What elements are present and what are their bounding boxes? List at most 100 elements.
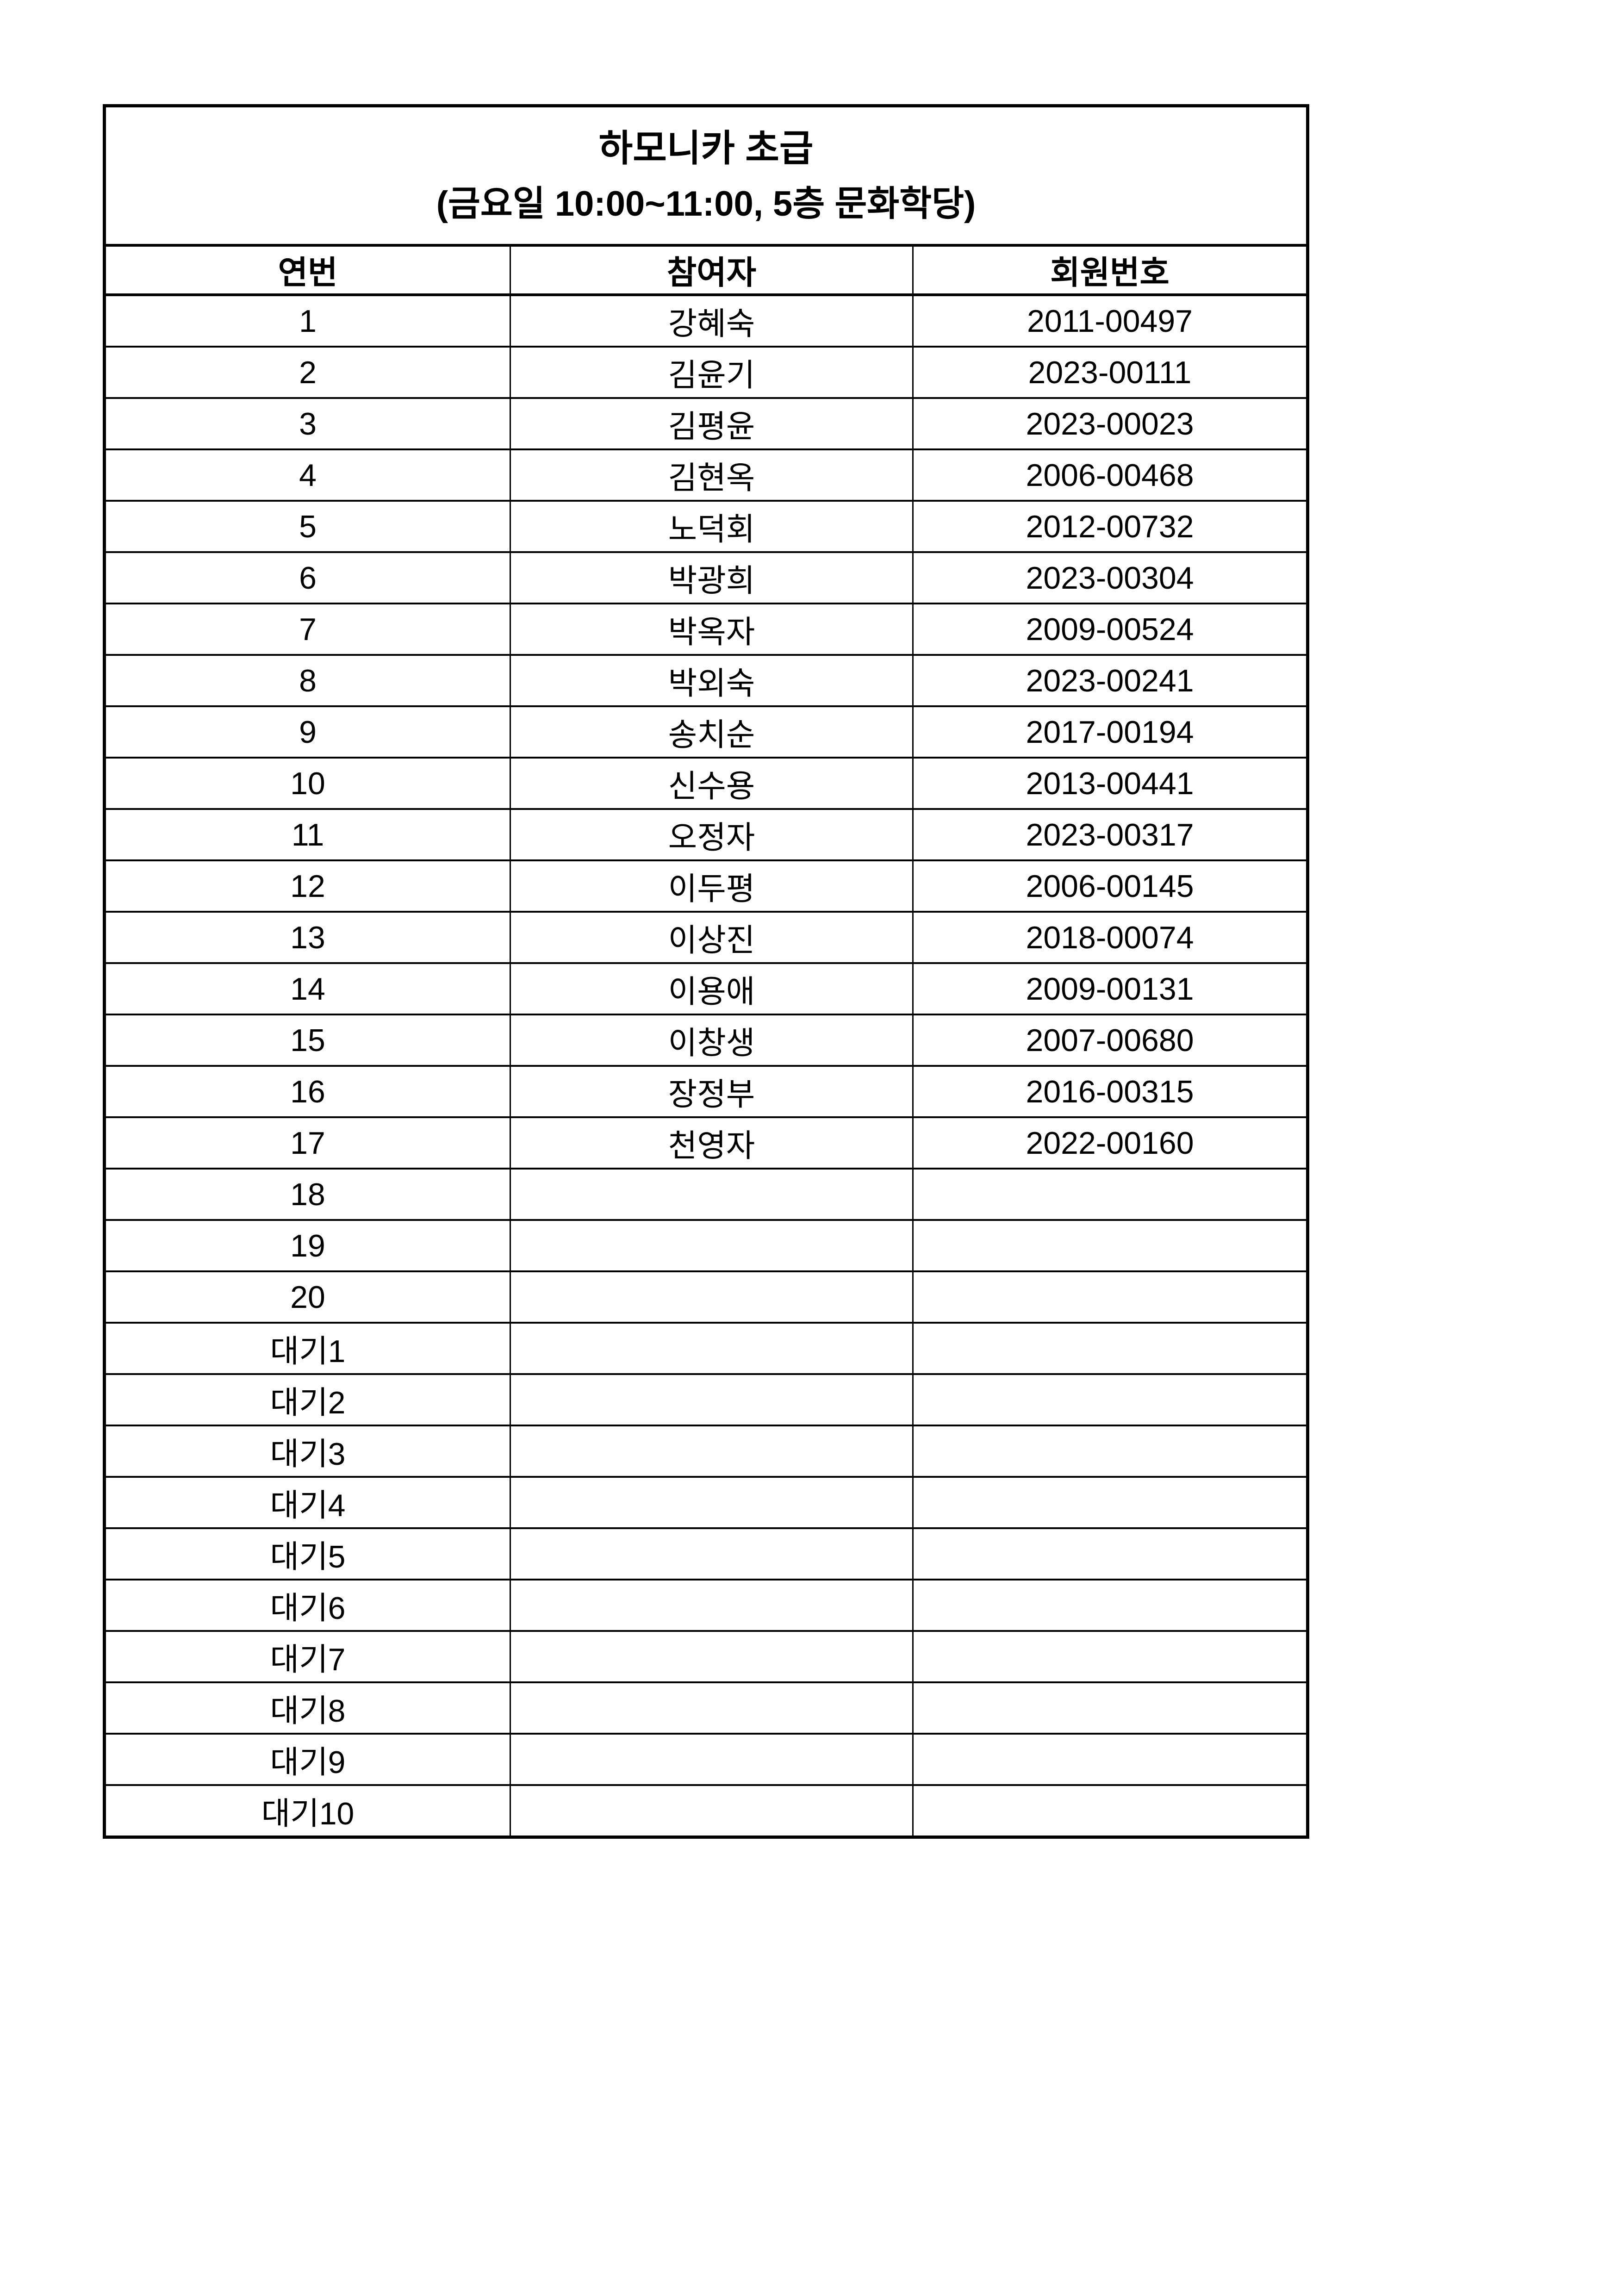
cell-participant: 이두평 xyxy=(510,859,914,913)
table-row: 15 이창생 2007-00680 xyxy=(104,1014,1309,1067)
cell-member-id: 2007-00680 xyxy=(912,1014,1309,1067)
table-row: 대기8 xyxy=(104,1681,1309,1735)
header-row: 연번 참여자 회원번호 xyxy=(104,244,1309,296)
cell-member-id xyxy=(912,1373,1309,1426)
cell-participant: 이창생 xyxy=(510,1014,914,1067)
cell-participant xyxy=(510,1630,914,1683)
cell-seq: 17 xyxy=(104,1116,511,1170)
cell-member-id xyxy=(912,1527,1309,1580)
cell-seq: 14 xyxy=(104,962,511,1015)
cell-member-id: 2009-00524 xyxy=(912,603,1309,656)
cell-participant xyxy=(510,1168,914,1221)
table-row: 3 김평윤 2023-00023 xyxy=(104,397,1309,450)
table-row: 7 박옥자 2009-00524 xyxy=(104,603,1309,656)
title-cell: 하모니카 초급 (금요일 10:00~11:00, 5층 문화학당) xyxy=(103,105,1309,247)
table-row: 2 김윤기 2023-00111 xyxy=(104,346,1309,399)
table-row: 대기7 xyxy=(104,1630,1309,1683)
cell-seq: 대기10 xyxy=(104,1784,511,1838)
cell-member-id: 2023-00023 xyxy=(912,397,1309,450)
cell-member-id xyxy=(912,1270,1309,1324)
cell-member-id: 2009-00131 xyxy=(912,962,1309,1015)
table-row: 14 이용애 2009-00131 xyxy=(104,962,1309,1015)
cell-member-id: 2023-00241 xyxy=(912,654,1309,707)
cell-participant: 장정부 xyxy=(510,1065,914,1118)
cell-participant xyxy=(510,1476,914,1529)
table-row: 10 신수용 2013-00441 xyxy=(104,757,1309,810)
table-row: 대기5 xyxy=(104,1527,1309,1580)
column-header-no: 연번 xyxy=(104,244,511,296)
cell-member-id: 2013-00441 xyxy=(912,757,1309,810)
cell-seq: 11 xyxy=(104,808,511,861)
table-row: 17 천영자 2022-00160 xyxy=(104,1116,1309,1170)
cell-seq: 18 xyxy=(104,1168,511,1221)
cell-participant xyxy=(510,1579,914,1632)
cell-participant: 신수용 xyxy=(510,757,914,810)
table-row: 13 이상진 2018-00074 xyxy=(104,911,1309,964)
cell-member-id xyxy=(912,1219,1309,1272)
cell-participant: 김평윤 xyxy=(510,397,914,450)
cell-seq: 16 xyxy=(104,1065,511,1118)
cell-participant: 김윤기 xyxy=(510,346,914,399)
cell-seq: 1 xyxy=(104,294,511,348)
table-body: 1 강혜숙 2011-00497 2 김윤기 2023-00111 3 김평윤 2023-000… xyxy=(104,294,1309,1838)
cell-member-id xyxy=(912,1784,1309,1838)
cell-participant: 김현옥 xyxy=(510,448,914,502)
column-header-participant: 참여자 xyxy=(510,244,914,296)
cell-seq: 7 xyxy=(104,603,511,656)
table-row: 대기3 xyxy=(104,1425,1309,1478)
table-row: 대기1 xyxy=(104,1322,1309,1375)
page-title: 하모니카 초급 xyxy=(598,127,814,169)
cell-member-id: 2006-00145 xyxy=(912,859,1309,913)
cell-member-id: 2016-00315 xyxy=(912,1065,1309,1118)
cell-seq: 대기5 xyxy=(104,1527,511,1580)
cell-participant xyxy=(510,1784,914,1838)
table-row: 8 박외숙 2023-00241 xyxy=(104,654,1309,707)
table-row: 대기10 xyxy=(104,1784,1309,1838)
cell-seq: 대기1 xyxy=(104,1322,511,1375)
cell-seq: 대기2 xyxy=(104,1373,511,1426)
cell-participant xyxy=(510,1425,914,1478)
table-row: 20 xyxy=(104,1270,1309,1324)
table-row: 대기6 xyxy=(104,1579,1309,1632)
cell-member-id: 2023-00111 xyxy=(912,346,1309,399)
cell-member-id: 2023-00304 xyxy=(912,551,1309,604)
cell-participant: 노덕회 xyxy=(510,500,914,553)
cell-participant: 송치순 xyxy=(510,705,914,759)
table-row: 1 강혜숙 2011-00497 xyxy=(104,294,1309,348)
cell-seq: 20 xyxy=(104,1270,511,1324)
table-row: 19 xyxy=(104,1219,1309,1272)
cell-seq: 대기8 xyxy=(104,1681,511,1735)
cell-member-id xyxy=(912,1476,1309,1529)
cell-seq: 12 xyxy=(104,859,511,913)
cell-participant xyxy=(510,1681,914,1735)
cell-seq: 대기7 xyxy=(104,1630,511,1683)
table-row: 6 박광희 2023-00304 xyxy=(104,551,1309,604)
cell-member-id: 2012-00732 xyxy=(912,500,1309,553)
cell-member-id: 2022-00160 xyxy=(912,1116,1309,1170)
cell-seq: 10 xyxy=(104,757,511,810)
roster-table: 하모니카 초급 (금요일 10:00~11:00, 5층 문화학당) 연번 참여… xyxy=(103,104,1310,1839)
table-row: 4 김현옥 2006-00468 xyxy=(104,448,1309,502)
cell-participant: 오정자 xyxy=(510,808,914,861)
cell-participant: 이상진 xyxy=(510,911,914,964)
table-row: 대기9 xyxy=(104,1733,1309,1786)
page-subtitle: (금요일 10:00~11:00, 5층 문화학당) xyxy=(436,184,976,224)
cell-seq: 대기6 xyxy=(104,1579,511,1632)
table-row: 대기2 xyxy=(104,1373,1309,1426)
cell-participant xyxy=(510,1373,914,1426)
cell-member-id xyxy=(912,1425,1309,1478)
cell-participant xyxy=(510,1527,914,1580)
table-row: 12 이두평 2006-00145 xyxy=(104,859,1309,913)
cell-participant: 박광희 xyxy=(510,551,914,604)
cell-participant xyxy=(510,1219,914,1272)
cell-seq: 13 xyxy=(104,911,511,964)
table-row: 5 노덕회 2012-00732 xyxy=(104,500,1309,553)
cell-member-id: 2023-00317 xyxy=(912,808,1309,861)
cell-member-id: 2018-00074 xyxy=(912,911,1309,964)
cell-seq: 15 xyxy=(104,1014,511,1067)
cell-member-id xyxy=(912,1733,1309,1786)
cell-seq: 4 xyxy=(104,448,511,502)
cell-member-id: 2006-00468 xyxy=(912,448,1309,502)
table-row: 18 xyxy=(104,1168,1309,1221)
cell-participant: 이용애 xyxy=(510,962,914,1015)
